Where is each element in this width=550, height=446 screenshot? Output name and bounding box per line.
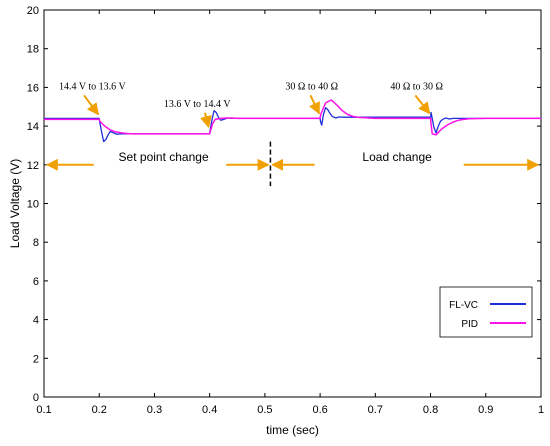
y-tick-label: 20 xyxy=(27,5,39,17)
y-tick-label: 6 xyxy=(33,276,39,288)
x-tick-label: 0.7 xyxy=(368,404,383,416)
annotation-arrow xyxy=(200,112,212,129)
legend: FL-VC PID xyxy=(439,286,533,338)
y-tick-label: 4 xyxy=(33,315,39,327)
annotation-layer: 14.4 V to 13.6 V 13.6 V to 14.4 V 30 Ω to … xyxy=(45,81,540,187)
series-layer xyxy=(44,99,541,143)
set-point-change-label: Set point change xyxy=(119,150,209,164)
legend-label: FL-VC xyxy=(449,300,478,311)
x-tick-label: 0.4 xyxy=(202,404,217,416)
legend-label: PID xyxy=(461,319,478,330)
y-tick-label: 2 xyxy=(33,353,39,365)
y-tick-label: 0 xyxy=(33,392,39,404)
x-tick-label: 0.2 xyxy=(92,404,107,416)
annotation-label: 40 Ω to 30 Ω xyxy=(390,81,443,92)
annotation-arrow xyxy=(309,94,321,115)
y-tick-label: 14 xyxy=(27,121,39,133)
annotation-label: 14.4 V to 13.6 V xyxy=(59,81,126,92)
x-tick-label: 0.6 xyxy=(312,404,327,416)
x-tick-label: 0.1 xyxy=(36,404,51,416)
x-tick-label: 0.8 xyxy=(423,404,438,416)
y-tick-label: 12 xyxy=(27,160,39,172)
y-axis-title: Load Voltage (V) xyxy=(8,159,22,248)
y-tick-label: 8 xyxy=(33,237,39,249)
x-tick-label: 1 xyxy=(538,404,544,416)
annotation-label: 30 Ω to 40 Ω xyxy=(285,81,338,92)
x-tick-label: 0.5 xyxy=(257,404,272,416)
x-tick-label: 0.3 xyxy=(147,404,162,416)
series-line-fl-vc xyxy=(44,107,541,143)
load-change-label: Load change xyxy=(362,150,432,164)
y-tick-label: 18 xyxy=(27,44,39,56)
y-tick-label: 10 xyxy=(27,199,39,211)
legend-box xyxy=(439,286,533,338)
annotation-label: 13.6 V to 14.4 V xyxy=(164,99,231,110)
x-axis-title: time (sec) xyxy=(266,423,319,437)
plot-frame xyxy=(43,9,542,398)
series-line-pid xyxy=(44,99,541,136)
x-tick-label: 0.9 xyxy=(478,404,493,416)
annotation-arrow xyxy=(414,94,431,115)
annotation-arrow xyxy=(83,94,100,116)
axes-layer: 0.1 0.2 0.3 0.4 0.5 0.6 0.7 0.8 0.9 1024681012141… xyxy=(8,5,544,437)
y-tick-label: 16 xyxy=(27,82,39,94)
